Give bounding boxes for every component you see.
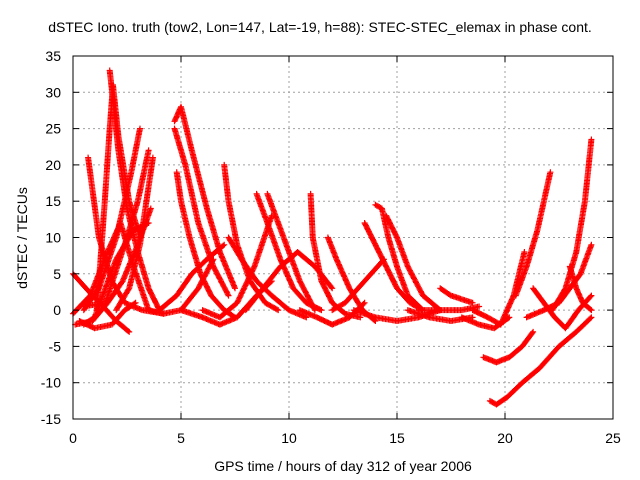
y-tick-label: -15: [41, 411, 61, 427]
series-8-markers: [93, 82, 143, 314]
series-10-markers: [80, 147, 152, 310]
y-tick-label: 20: [45, 157, 61, 173]
grid-lines: [73, 56, 613, 419]
series-37: [480, 328, 537, 366]
series-27-markers: [329, 256, 387, 314]
x-tick-label: 25: [605, 430, 621, 446]
series-33-markers: [437, 285, 476, 306]
series-9: [80, 125, 143, 314]
series-43-markers: [566, 263, 595, 314]
series-23-markers: [242, 249, 336, 314]
data-series: [70, 67, 595, 408]
series-14-markers: [171, 125, 232, 299]
series-39: [512, 169, 554, 299]
series-28: [361, 220, 426, 314]
series-10: [80, 147, 152, 310]
series-42: [549, 136, 595, 314]
x-tick-label: 20: [497, 430, 513, 446]
y-tick-label: -10: [41, 375, 61, 391]
series-8: [93, 82, 143, 314]
series-40-markers: [523, 241, 595, 321]
y-tick-label: 30: [45, 84, 61, 100]
series-39-markers: [512, 169, 554, 299]
series-23: [242, 249, 336, 314]
series-27: [329, 256, 387, 314]
series-37-markers: [480, 328, 537, 366]
series-11: [113, 154, 156, 314]
chart-title: dSTEC Iono. truth (tow2, Lon=147, Lat=-1…: [48, 19, 592, 35]
x-axis-label: GPS time / hours of day 312 of year 2006: [214, 458, 472, 474]
x-tick-label: 15: [389, 430, 405, 446]
series-11-markers: [113, 154, 156, 314]
axis-ticks: 0 5 10 15 20 25 -15 -10 -5 0 5 10 15 20 25 30 35: [41, 48, 621, 446]
series-38: [486, 314, 595, 408]
x-tick-label: 5: [177, 430, 185, 446]
y-tick-label: -5: [49, 338, 62, 354]
series-24: [307, 190, 364, 321]
y-tick-label: 35: [45, 48, 61, 64]
series-13: [173, 169, 238, 321]
series-40: [523, 241, 595, 321]
y-tick-label: 10: [45, 230, 61, 246]
series-14: [171, 125, 232, 299]
series-28-markers: [361, 220, 426, 314]
x-tick-label: 0: [69, 430, 77, 446]
x-tick-label: 10: [281, 430, 297, 446]
y-tick-label: 15: [45, 193, 61, 209]
series-42-markers: [549, 136, 595, 314]
y-tick-label: 5: [53, 266, 61, 282]
series-36: [458, 314, 513, 332]
y-tick-label: 0: [53, 302, 61, 318]
series-29-markers: [372, 201, 426, 314]
series-38-markers: [486, 314, 595, 408]
series-29: [372, 201, 426, 314]
series-43: [566, 263, 595, 314]
series-16-markers: [156, 241, 228, 314]
series-30-markers: [383, 212, 444, 314]
series-9-markers: [80, 125, 143, 314]
series-24-markers: [307, 190, 364, 321]
series-36-markers: [458, 314, 513, 332]
series-16: [156, 241, 228, 314]
series-30: [383, 212, 444, 314]
series-13-markers: [173, 169, 238, 321]
y-tick-label: 25: [45, 121, 61, 137]
series-33: [437, 285, 476, 306]
